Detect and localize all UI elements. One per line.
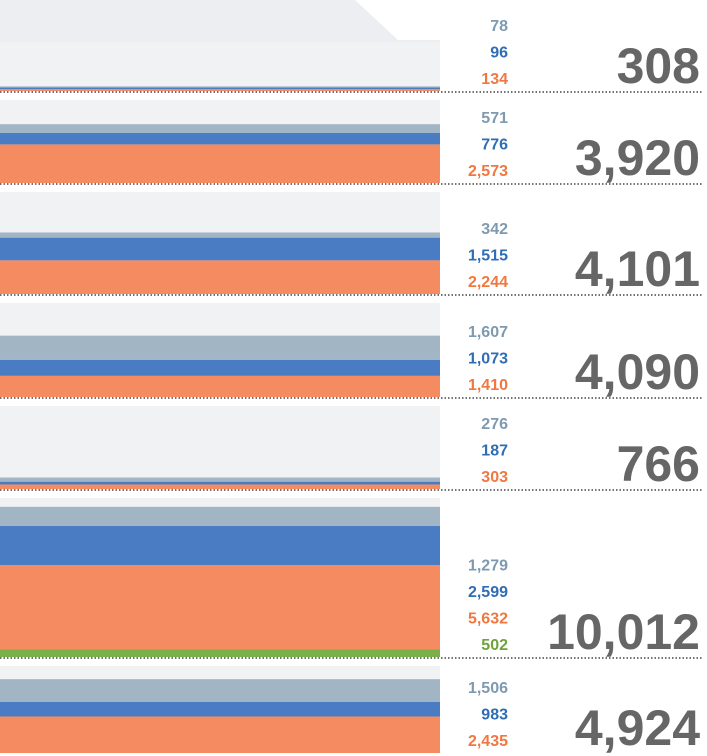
row-total: 4,090: [575, 344, 700, 400]
bar-segment: [0, 260, 440, 294]
value-label: 2,573: [468, 163, 508, 180]
bar-segment: [0, 87, 440, 89]
value-label: 776: [481, 137, 508, 154]
bar-segment: [0, 232, 440, 238]
bar-segment: [0, 484, 440, 489]
value-label: 2,435: [468, 733, 508, 750]
bar-segment: [0, 716, 440, 753]
bar-segment: [0, 477, 440, 482]
bar-segment: [0, 481, 440, 485]
bar-segment: [0, 506, 440, 527]
value-label: 134: [481, 71, 508, 88]
bar-segment: [0, 649, 440, 657]
row-total: 308: [617, 38, 700, 94]
bar-segment: [0, 375, 440, 397]
value-label: 1,515: [468, 248, 508, 265]
value-label: 1,073: [468, 351, 508, 368]
bar-segment: [0, 237, 440, 261]
bar-segment: [0, 564, 440, 650]
bar-segment: [0, 86, 440, 88]
value-label: 2,244: [468, 274, 508, 291]
value-label: 5,632: [468, 611, 508, 628]
value-label: 303: [481, 469, 508, 486]
value-label: 78: [490, 18, 508, 35]
row-total: 3,920: [575, 130, 700, 186]
bar-segment: [0, 144, 440, 183]
bar-segment: [0, 124, 440, 133]
row-background: [0, 406, 440, 489]
header-tab: [0, 0, 440, 42]
row-total: 766: [617, 436, 700, 492]
value-label: 187: [481, 443, 508, 460]
value-label: 983: [481, 707, 508, 724]
value-label: 1,607: [468, 324, 508, 341]
row-background: [0, 42, 440, 91]
bar-segment: [0, 701, 440, 717]
value-label: 1,410: [468, 377, 508, 394]
value-label: 96: [490, 45, 508, 62]
row-total: 10,012: [547, 604, 700, 660]
value-label: 1,506: [468, 680, 508, 697]
bar-segment: [0, 335, 440, 360]
row-total: 4,924: [575, 700, 700, 756]
value-label: 502: [481, 637, 508, 654]
bar-segment: [0, 132, 440, 145]
value-label: 1,279: [468, 558, 508, 575]
bar-segment: [0, 526, 440, 565]
bar-segment: [0, 359, 440, 376]
value-label: 2,599: [468, 584, 508, 601]
bar-segment: [0, 679, 440, 702]
row-total: 4,101: [575, 241, 700, 297]
bar-segment: [0, 88, 440, 91]
value-label: 276: [481, 416, 508, 433]
value-label: 342: [481, 221, 508, 238]
value-label: 571: [481, 110, 508, 127]
